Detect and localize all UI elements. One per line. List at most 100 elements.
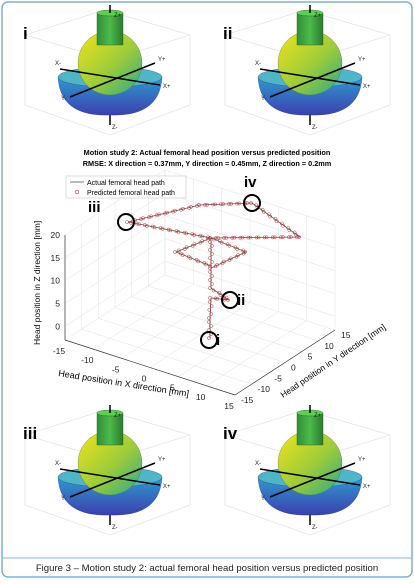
- predicted-marker: [208, 240, 212, 244]
- axis-label: X-: [255, 461, 261, 467]
- predicted-marker: [246, 235, 251, 240]
- predicted-marker: [287, 235, 291, 239]
- predicted-marker: [189, 205, 193, 209]
- axis-label: X+: [363, 484, 371, 490]
- y-tick-label: 10: [324, 341, 334, 351]
- grid-line: [164, 274, 336, 331]
- predicted-marker: [176, 230, 181, 234]
- predicted-marker: [192, 233, 197, 237]
- predicted-marker: [181, 206, 185, 211]
- model-panel: Z+ Z- X- X+ Y- Y+ iv: [223, 405, 391, 536]
- axis-label: Y-: [61, 96, 66, 102]
- box-line: [224, 409, 306, 436]
- panel-label: ii: [223, 24, 232, 43]
- predicted-marker: [262, 235, 267, 240]
- axis-line: [59, 468, 161, 486]
- predicted-marker: [207, 300, 212, 304]
- predicted-marker: [281, 223, 285, 228]
- predicted-marker: [168, 228, 173, 233]
- femoral-neck: [296, 412, 324, 446]
- axis-label: Y+: [158, 57, 166, 63]
- predicted-marker: [268, 214, 273, 219]
- model-panel: Z+ Z- X- X+ Y- Y+ iii: [23, 405, 191, 536]
- axis-label: X-: [255, 61, 261, 67]
- position-label: iv: [244, 174, 257, 191]
- predicted-marker: [219, 202, 223, 207]
- axis-line: [259, 468, 361, 486]
- predicted-marker: [238, 235, 243, 240]
- predicted-marker: [274, 219, 279, 223]
- box-line: [224, 104, 311, 136]
- cup: [57, 76, 163, 116]
- box-line: [109, 504, 191, 536]
- predicted-marker: [209, 312, 214, 316]
- panel-label: i: [23, 24, 28, 43]
- predicted-marker: [203, 202, 207, 207]
- box-line: [109, 104, 191, 136]
- cup: [57, 476, 163, 516]
- predicted-marker: [236, 253, 240, 258]
- predicted-marker: [190, 243, 195, 248]
- predicted-marker: [217, 290, 222, 295]
- axis-label: X-: [55, 61, 61, 67]
- grid-line: [148, 285, 319, 342]
- x-tick-label: 15: [224, 401, 234, 411]
- predicted-marker: [222, 236, 226, 240]
- predicted-marker: [221, 202, 225, 206]
- predicted-marker: [225, 242, 230, 247]
- predicted-marker: [278, 235, 283, 240]
- predicted-marker: [147, 215, 151, 220]
- predicted-marker: [248, 235, 253, 240]
- z-tick-label: 5: [55, 298, 60, 308]
- predicted-marker: [215, 262, 219, 267]
- axis-label: Y+: [358, 57, 366, 63]
- predicted-marker: [279, 221, 284, 226]
- predicted-marker: [160, 227, 165, 231]
- x-tick-label: -10: [81, 355, 94, 365]
- grid-line: [64, 192, 166, 259]
- predicted-marker: [125, 220, 129, 224]
- grid-line: [164, 215, 336, 271]
- predicted-marker: [241, 248, 245, 253]
- predicted-marker: [184, 231, 189, 236]
- axis-label: Z-: [312, 525, 318, 531]
- grid-line: [64, 238, 166, 304]
- z-tick-label: 10: [51, 276, 61, 286]
- axis-label: Y+: [158, 457, 166, 463]
- predicted-marker: [207, 320, 211, 324]
- grid-line: [114, 307, 286, 363]
- predicted-marker: [198, 233, 202, 238]
- z-tick-label: 15: [51, 253, 61, 263]
- predicted-marker: [209, 304, 214, 308]
- panel-label: iv: [223, 424, 238, 443]
- position-label: iii: [88, 199, 101, 216]
- predicted-marker: [249, 201, 253, 205]
- x-tick-label: 0: [142, 374, 147, 384]
- x-tick-label: 10: [196, 392, 206, 402]
- predicted-marker: [211, 288, 216, 293]
- y-tick-label: -5: [274, 373, 282, 383]
- cup: [257, 76, 363, 116]
- predicted-marker: [197, 203, 201, 207]
- predicted-marker: [224, 295, 229, 300]
- model-panel: Z+ Z- X- X+ Y- Y+ ii: [223, 5, 391, 136]
- box-line: [224, 9, 306, 36]
- predicted-marker: [222, 259, 226, 264]
- box-line: [309, 104, 391, 136]
- axis-label: Z-: [112, 525, 118, 531]
- axis-label: X-: [55, 461, 61, 467]
- predicted-marker: [204, 262, 208, 267]
- predicted-marker: [182, 230, 187, 235]
- predicted-marker: [230, 235, 235, 240]
- predicted-marker: [245, 201, 249, 206]
- axis-label: Y-: [261, 496, 266, 502]
- predicted-marker: [207, 308, 212, 312]
- axis-label: Z+: [114, 13, 122, 19]
- x-tick-label: -5: [112, 364, 120, 374]
- axis-line: [269, 62, 356, 98]
- predicted-marker: [150, 224, 155, 229]
- predicted-marker: [166, 227, 171, 232]
- predicted-marker: [163, 211, 167, 216]
- predicted-marker: [195, 204, 199, 208]
